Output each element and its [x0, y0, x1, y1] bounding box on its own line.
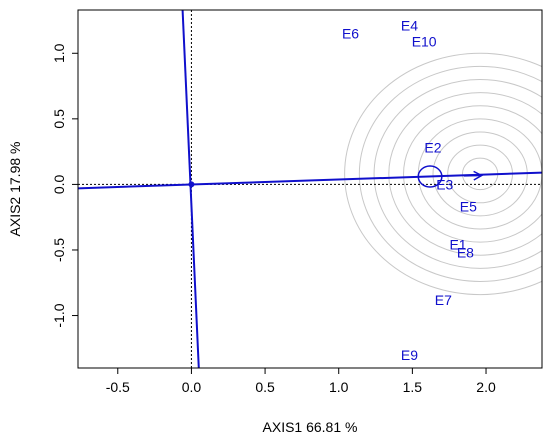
point-label-e8: E8: [457, 245, 474, 261]
concentric-circle: [373, 79, 542, 269]
point-label-e2: E2: [424, 140, 441, 156]
x-tick-label: -0.5: [106, 379, 130, 395]
point-label-e9: E9: [401, 347, 418, 363]
point-label-e1: E1: [449, 237, 466, 253]
concentric-circle: [358, 65, 542, 282]
point-label-e6: E6: [342, 26, 359, 42]
point-label-e5: E5: [460, 199, 477, 215]
point-label-e7: E7: [435, 292, 452, 308]
plot-frame: [77, 9, 543, 369]
concentric-circle: [403, 105, 542, 243]
y-tick-label: -1.0: [51, 303, 67, 327]
y-tick-label: 1.0: [51, 43, 67, 63]
x-tick-label: 1.0: [329, 379, 349, 395]
concentric-circle: [344, 52, 542, 296]
y-tick-label: -0.5: [51, 238, 67, 262]
average-environment-circle: [417, 165, 443, 188]
point-labels: E1 E2 E3 E4 E5 E6 E7 E8 E9 E10: [342, 18, 477, 363]
y-axis-ticks: -1.0 -0.5 0.0 0.5 1.0: [51, 43, 78, 328]
point-label-e3: E3: [436, 176, 453, 192]
y-tick-label: 0.5: [51, 109, 67, 129]
x-tick-label: 0.5: [255, 379, 275, 395]
origin-marker: [188, 181, 195, 188]
y-tick-label: 0.0: [51, 174, 67, 194]
point-label-e10: E10: [412, 33, 437, 49]
biplot-axes: [78, 10, 542, 368]
concentric-circle: [388, 92, 542, 256]
point-label-e4: E4: [401, 18, 418, 34]
x-tick-label: 1.5: [403, 379, 423, 395]
y-axis-title: AXIS2 17.98 %: [7, 142, 23, 237]
x-tick-label: 0.0: [182, 379, 202, 395]
x-axis-ticks: -0.5 0.0 0.5 1.0 1.5 2.0: [106, 368, 496, 395]
arrow-head: [473, 170, 484, 181]
x-tick-label: 2.0: [476, 379, 496, 395]
reference-lines: [78, 10, 542, 368]
perpendicular-axis: [181, 10, 200, 368]
x-axis-title: AXIS1 66.81 %: [263, 419, 358, 435]
